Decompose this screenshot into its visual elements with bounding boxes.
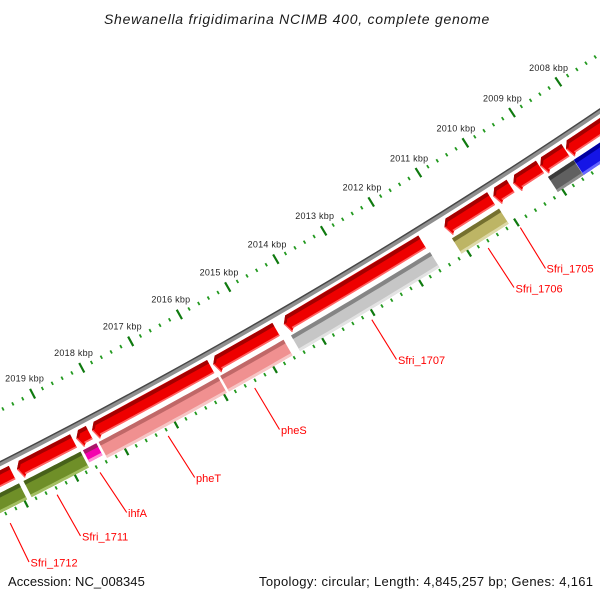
svg-text:2008 kbp: 2008 kbp — [529, 63, 568, 73]
svg-text:Sfri_1707: Sfri_1707 — [398, 355, 445, 367]
svg-text:pheS: pheS — [281, 425, 307, 437]
svg-text:2011 kbp: 2011 kbp — [390, 153, 428, 163]
svg-text:2015 kbp: 2015 kbp — [200, 267, 239, 277]
svg-text:2016 kbp: 2016 kbp — [151, 295, 190, 305]
svg-text:2013 kbp: 2013 kbp — [295, 211, 334, 221]
svg-text:2014 kbp: 2014 kbp — [248, 240, 287, 250]
svg-text:2010 kbp: 2010 kbp — [436, 124, 475, 134]
svg-text:Sfri_1712: Sfri_1712 — [31, 558, 78, 570]
svg-text:Sfri_1705: Sfri_1705 — [547, 264, 594, 276]
svg-text:2017 kbp: 2017 kbp — [103, 321, 142, 331]
svg-text:2018 kbp: 2018 kbp — [54, 348, 93, 358]
svg-text:pheT: pheT — [196, 473, 221, 485]
svg-text:ihfA: ihfA — [128, 508, 148, 520]
svg-text:2012 kbp: 2012 kbp — [343, 183, 382, 193]
svg-text:2019 kbp: 2019 kbp — [5, 374, 44, 384]
svg-text:Sfri_1711: Sfri_1711 — [82, 532, 128, 544]
svg-text:2009 kbp: 2009 kbp — [483, 93, 522, 103]
svg-text:Sfri_1706: Sfri_1706 — [516, 284, 563, 296]
